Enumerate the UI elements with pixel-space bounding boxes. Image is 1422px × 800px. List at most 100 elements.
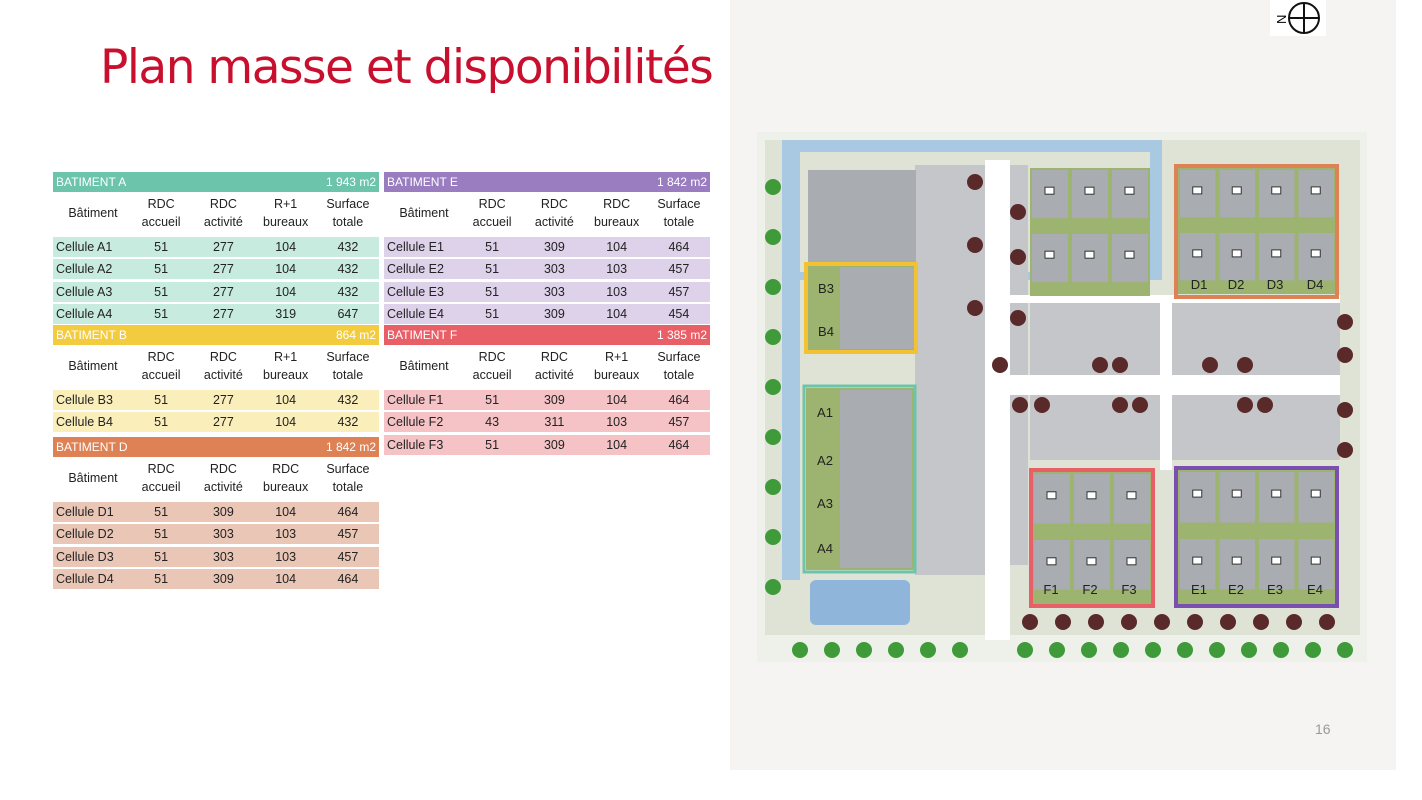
tree-icon — [765, 579, 781, 595]
table-cell: 104 — [275, 284, 297, 299]
table-cell: 464 — [668, 392, 690, 407]
loading-door-icon — [1231, 186, 1242, 195]
tree-icon — [1154, 614, 1170, 630]
table-cell: 51 — [154, 572, 169, 586]
table-cell: 457 — [337, 527, 359, 541]
tree-icon — [1081, 642, 1097, 658]
table-cell: 309 — [543, 437, 565, 452]
parking-strip — [1010, 165, 1028, 565]
table-row: Cellule E2 51 303 103 457 — [384, 259, 710, 279]
table-cell: 432 — [337, 415, 359, 429]
column-header: RDC accueil — [472, 350, 512, 382]
loading-door-icon — [1271, 249, 1282, 258]
road — [1160, 300, 1172, 470]
table-cell: 51 — [154, 504, 169, 519]
table-cell: 51 — [485, 284, 500, 299]
tree-icon — [1257, 397, 1273, 413]
table-row: Cellule E3 51 303 103 457 — [384, 281, 710, 302]
north-label: N — [1274, 15, 1289, 24]
site-plan-map: A1 A2 A3 A4 B3 B4 D1 D2 D3 D4 E1 E2 E3 E4 F1 F2 F3 — [757, 132, 1367, 662]
column-header: RDC activité — [203, 197, 243, 229]
table-cell: 319 — [275, 307, 297, 321]
tree-icon — [967, 300, 983, 316]
table-header: BATIMENT D 1 842 m2 — [53, 437, 379, 457]
loading-door-icon — [1231, 556, 1242, 565]
table-cell: Cellule D4 — [56, 572, 114, 586]
column-header: RDC activité — [534, 197, 574, 229]
building-name: BATIMENT D — [56, 440, 128, 454]
loading-door-icon — [1192, 186, 1203, 195]
table-batiment-a: BATIMENT A 1 943 m2 Bâtiment RDC accueil RDC… — [53, 172, 379, 324]
table-row: Cellule B4 51 277 104 432 — [53, 412, 379, 432]
table-row: Cellule F3 51 309 104 464 — [384, 434, 710, 455]
parking-area — [915, 165, 985, 575]
table-cell: 103 — [275, 527, 297, 541]
table-cell: 309 — [543, 239, 565, 254]
tree-icon — [1220, 614, 1236, 630]
tree-icon — [1187, 614, 1203, 630]
table-cell: 104 — [606, 437, 628, 452]
page-number: 16 — [1315, 721, 1331, 737]
building-total: 1 842 m2 — [656, 175, 707, 189]
tree-icon — [765, 179, 781, 195]
road — [1000, 295, 1340, 303]
table-cell: 51 — [154, 284, 169, 299]
cell-label: A1 — [817, 405, 833, 420]
table-cell: 432 — [337, 239, 359, 254]
tree-icon — [967, 174, 983, 190]
table-cell: 104 — [606, 307, 628, 321]
table-cell: 457 — [337, 549, 359, 564]
loading-door-icon — [1126, 557, 1137, 566]
loading-door-icon — [1046, 491, 1057, 500]
table-cell: 104 — [606, 239, 628, 254]
loading-door-icon — [1310, 489, 1321, 498]
building-b-units — [840, 267, 914, 349]
cell-label: E2 — [1228, 582, 1244, 597]
table-cell: 277 — [212, 239, 234, 254]
tree-icon — [1209, 642, 1225, 658]
column-headers: Bâtiment RDC accueil RDC activité RDC burea… — [53, 457, 379, 499]
table-cell: 104 — [275, 572, 297, 586]
building-a-outline — [802, 384, 917, 574]
tree-icon — [1337, 402, 1353, 418]
table-header: BATIMENT A 1 943 m2 — [53, 172, 379, 192]
cell-label: F3 — [1121, 582, 1136, 597]
table-cell: 464 — [337, 504, 359, 519]
table-header: BATIMENT B 864 m2 — [53, 325, 379, 345]
table-row: Cellule A4 51 277 319 647 — [53, 304, 379, 324]
table-cell: 104 — [275, 504, 297, 519]
table-cell: 303 — [543, 262, 565, 276]
column-header: Bâtiment — [399, 359, 449, 373]
building-name: BATIMENT E — [387, 175, 458, 189]
loading-door-icon — [1046, 557, 1057, 566]
table-cell: 277 — [212, 262, 234, 276]
table-cell: 277 — [212, 284, 234, 299]
tree-icon — [1202, 357, 1218, 373]
column-header: RDC accueil — [472, 197, 512, 229]
tree-icon — [1121, 614, 1137, 630]
tree-icon — [765, 479, 781, 495]
column-header: RDC activité — [534, 350, 574, 382]
cell-label: A3 — [817, 496, 833, 511]
loading-door-icon — [1192, 249, 1203, 258]
table-row: Cellule E1 51 309 104 464 — [384, 236, 710, 257]
tree-icon — [1022, 614, 1038, 630]
table-cell: 51 — [154, 392, 169, 407]
tree-icon — [1286, 614, 1302, 630]
column-header: RDC bureaux — [263, 462, 309, 494]
building-total: 1 385 m2 — [656, 328, 707, 342]
table-cell: 104 — [275, 415, 297, 429]
table-row: Cellule E4 51 309 104 454 — [384, 304, 710, 324]
tree-icon — [1132, 397, 1148, 413]
tree-icon — [856, 642, 872, 658]
table-batiment-d: BATIMENT D 1 842 m2 Bâtiment RDC accueil RDC… — [53, 437, 379, 589]
table-cell: 432 — [337, 392, 359, 407]
tree-icon — [1010, 310, 1026, 326]
building-total: 1 842 m2 — [325, 440, 376, 454]
loading-door-icon — [1231, 249, 1242, 258]
tree-icon — [967, 237, 983, 253]
column-header: Surface totale — [657, 350, 701, 382]
cell-label: F2 — [1082, 582, 1097, 597]
table-cell: Cellule E3 — [387, 284, 444, 299]
cell-label: B3 — [818, 281, 834, 296]
